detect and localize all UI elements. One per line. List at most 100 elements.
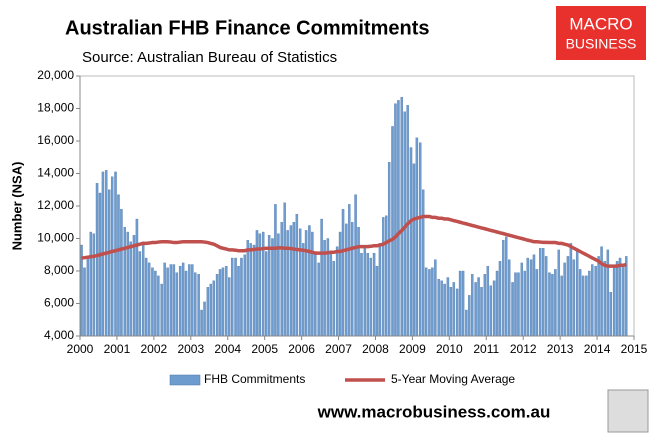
x-tick-label: 2008 <box>362 342 389 356</box>
bar <box>98 192 102 337</box>
bar <box>539 248 542 337</box>
bar <box>554 269 557 337</box>
bar <box>110 176 114 337</box>
bar <box>449 287 453 337</box>
bar <box>535 269 539 337</box>
bar <box>618 257 622 337</box>
bar <box>317 262 320 337</box>
bar <box>378 243 382 337</box>
bar <box>594 265 597 337</box>
bar <box>523 270 526 337</box>
y-tick-label: 4,000 <box>44 328 74 342</box>
bar <box>218 269 222 337</box>
bar <box>551 274 554 337</box>
x-tick-label: 2012 <box>510 342 537 356</box>
bar <box>461 270 465 337</box>
bar <box>455 288 459 337</box>
bar <box>206 287 210 337</box>
y-tick-label: 10,000 <box>37 231 74 245</box>
bar <box>418 142 422 337</box>
bar <box>141 241 145 337</box>
bar <box>606 249 610 337</box>
bar <box>560 275 563 337</box>
bar <box>400 96 403 337</box>
y-tick-label: 6,000 <box>44 296 74 310</box>
bar <box>280 222 283 337</box>
bar <box>194 272 197 337</box>
bar <box>203 301 206 337</box>
bar <box>120 209 123 337</box>
bar <box>548 272 551 337</box>
bar <box>348 204 351 337</box>
bar <box>446 277 450 337</box>
bar <box>320 218 323 337</box>
bar <box>341 209 345 337</box>
bar <box>382 217 385 337</box>
x-tick-label: 2007 <box>325 342 352 356</box>
bar <box>578 269 582 337</box>
bar <box>283 202 286 337</box>
bar <box>615 261 619 337</box>
footer: www.macrobusiness.com.au <box>317 402 551 421</box>
logo-text: MACRO <box>569 14 632 33</box>
bar <box>132 235 136 337</box>
bar <box>191 264 194 337</box>
logo-box <box>556 6 646 60</box>
bar <box>304 230 308 337</box>
bar <box>184 270 188 337</box>
bar <box>311 231 314 337</box>
plot-frame <box>79 75 635 337</box>
bar <box>489 285 492 337</box>
x-tick-label: 2014 <box>584 342 611 356</box>
bar <box>541 248 545 337</box>
bar <box>588 270 591 337</box>
bar <box>625 256 628 337</box>
bar <box>181 262 185 337</box>
bar <box>175 272 179 337</box>
bar <box>415 137 419 337</box>
bar <box>157 275 160 337</box>
bar <box>468 295 471 337</box>
bar <box>289 225 293 337</box>
bar <box>544 256 548 337</box>
bar <box>234 257 237 337</box>
bar <box>505 236 508 337</box>
chart-title: Australian FHB Finance Commitments <box>65 17 430 39</box>
bar <box>424 267 428 337</box>
bar <box>151 267 154 337</box>
bar <box>391 126 394 337</box>
bar <box>591 264 594 337</box>
bar <box>135 218 139 337</box>
bar <box>363 246 367 337</box>
bar <box>295 213 299 337</box>
bar <box>172 264 176 337</box>
bar <box>600 246 603 337</box>
bar <box>474 282 477 337</box>
bar <box>147 262 151 337</box>
bar <box>569 243 573 337</box>
bar <box>480 287 483 337</box>
bar <box>166 267 169 337</box>
bar <box>406 105 409 337</box>
bar <box>108 189 111 337</box>
bar <box>129 241 132 337</box>
x-tick-label: 2003 <box>177 342 204 356</box>
bar <box>612 265 616 337</box>
x-tick-label: 2011 <box>473 342 499 356</box>
bar <box>228 277 231 337</box>
bar <box>492 280 496 337</box>
x-tick-label: 2002 <box>141 342 168 356</box>
y-tick-label: 16,000 <box>37 133 74 147</box>
bar <box>532 254 536 337</box>
bar <box>160 283 163 337</box>
bar <box>526 257 529 337</box>
bar <box>252 244 256 337</box>
bar <box>603 261 607 337</box>
bar <box>440 280 443 337</box>
bar <box>267 235 271 337</box>
bar <box>385 215 388 337</box>
bar <box>292 222 296 337</box>
bar <box>114 171 117 337</box>
